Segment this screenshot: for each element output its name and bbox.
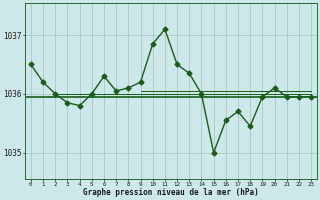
X-axis label: Graphe pression niveau de la mer (hPa): Graphe pression niveau de la mer (hPa) <box>83 188 259 197</box>
